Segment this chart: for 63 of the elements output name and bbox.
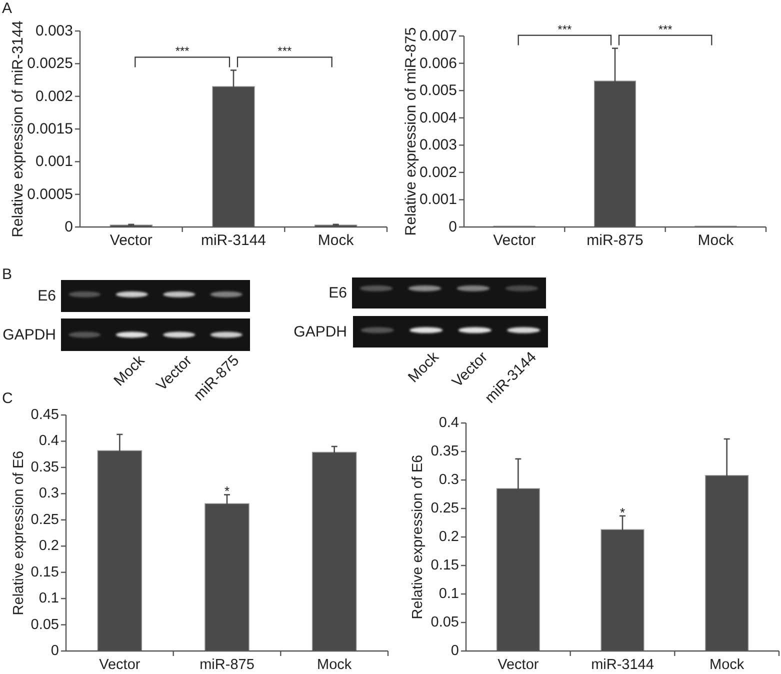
y-tick-label: 0.004 [419,109,457,126]
text: B [2,266,12,283]
y-tick-label: 0.3 [438,472,459,488]
x-tick-label: Vector [498,657,539,673]
y-axis-title: Relative expression of miR-875 [402,27,420,236]
annotation: * [620,504,626,520]
annotation: *** [558,22,572,36]
y-tick-label: 0.35 [30,459,59,476]
category-label: GAPDH [294,323,347,340]
y-tick-label: 0.1 [438,586,459,602]
y-tick-label: 0.0005 [27,186,73,203]
y-tick-label: 0.003 [35,22,73,40]
y-tick-label: 0.002 [35,88,73,105]
y-tick-label: 0.1 [38,590,59,607]
x-tick-label: Mock [710,657,745,673]
category-label: E6 [38,288,56,304]
y-tick-label: 0.15 [430,558,459,574]
x-tick-label: Mock [317,657,352,673]
y-tick-label: 0.002 [419,164,457,181]
y-tick-label: 0.001 [419,191,457,208]
y-tick-label: 0.05 [430,614,459,630]
chart-title: C [2,390,13,407]
x-tick-label: Vector [493,232,536,249]
annotation: *** [175,44,190,58]
x-tick-label: Mock [698,232,734,249]
y-tick-label: 0.25 [30,512,59,528]
y-tick-label: 0.45 [30,407,59,423]
x-tick-label: miR-875 [200,657,254,673]
x-tick-label: Vector [110,232,152,249]
category-label: E6 [328,284,347,302]
y-tick-label: 0.003 [419,136,457,154]
y-tick-label: 0.4 [38,433,59,450]
y-tick-label: 0.006 [419,54,457,72]
y-axis-title: Relative expression of miR-3144 [10,20,26,238]
y-tick-label: 0 [448,218,457,236]
x-tick-label: miR-3144 [591,657,654,673]
annotation: *** [658,22,673,36]
y-tick-label: 0.005 [419,82,457,100]
y-tick-label: 0.15 [30,564,59,580]
y-tick-label: 0.2 [438,529,459,545]
y-tick-label: 0 [450,643,459,659]
y-tick-label: 0.4 [438,415,459,431]
y-tick-label: 0.25 [430,500,459,516]
annotation: *** [278,44,292,58]
chart-title: A [2,0,12,17]
y-tick-label: 0.0015 [27,120,73,138]
y-tick-label: 0 [64,218,73,236]
y-tick-label: 0.35 [430,444,459,460]
y-tick-label: 0.001 [35,153,73,170]
y-tick-label: 0.2 [38,538,59,554]
y-tick-label: 0.007 [419,28,457,44]
category-label: GAPDH [2,326,56,344]
x-tick-label: Vector [99,657,140,673]
y-tick-label: 0 [50,643,59,659]
y-tick-label: 0.3 [38,486,59,502]
y-tick-label: 0.0025 [27,55,73,72]
y-axis-title: Relative expression of E6 [410,454,426,620]
y-tick-label: 0.05 [30,616,59,633]
x-tick-label: miR-875 [586,232,644,249]
y-axis-title: Relative expression of E6 [11,450,27,616]
x-tick-label: miR-3144 [200,232,266,249]
x-tick-label: Mock [318,232,354,249]
annotation: * [224,484,230,499]
